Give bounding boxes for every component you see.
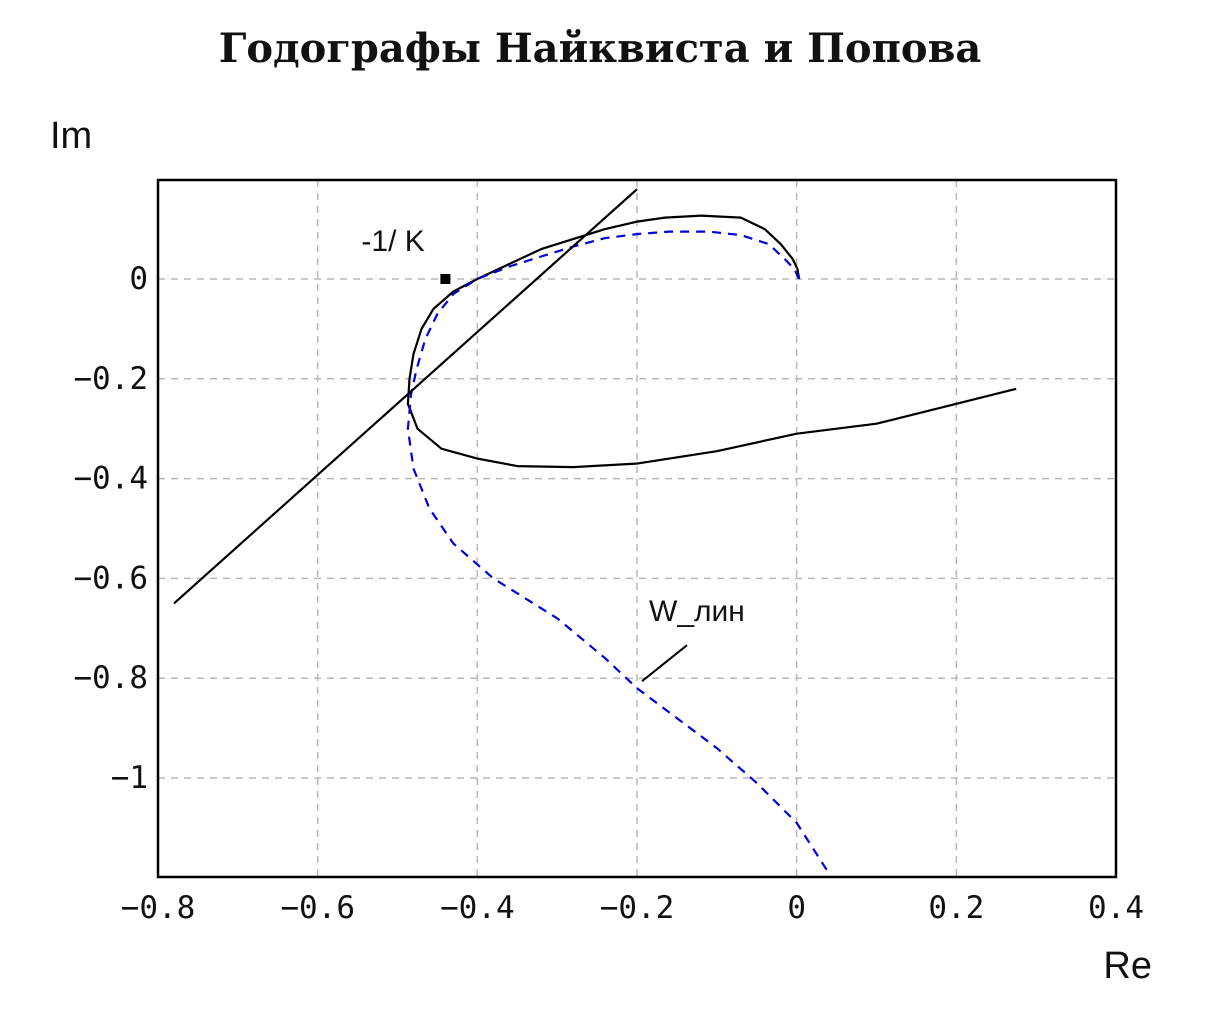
x-tick-label: 0.4 [1088, 890, 1144, 926]
x-tick-label: −0.8 [121, 890, 196, 926]
annotations: -1/ K W_лин [361, 225, 745, 682]
y-tick-label: −0.6 [73, 560, 148, 596]
series-line-0 [406, 214, 1017, 469]
plot-frame [156, 178, 1118, 879]
minus-one-over-k-label: -1/ K [361, 225, 424, 258]
x-axis-label: Re [1103, 945, 1152, 987]
series [173, 188, 1017, 874]
y-tick-label: 0 [129, 261, 148, 297]
y-tick-label: −0.2 [73, 361, 148, 397]
x-tick-label: 0.2 [928, 890, 984, 926]
series-line-2 [173, 188, 638, 605]
y-tick-label: −0.8 [73, 660, 148, 696]
chart-title: Годографы Найквиста и Попова [219, 25, 982, 72]
x-tick-label: −0.6 [280, 890, 355, 926]
tick-labels: −0.8 −0.6 −0.4 −0.2 0 0.2 0.4 0 −0.2 −0.4 −0.6 −0.8… [73, 261, 1144, 926]
x-tick-label: −0.4 [440, 890, 515, 926]
y-tick-label: −0.4 [73, 461, 148, 497]
series-line-1 [406, 230, 830, 874]
y-tick-label: −1 [111, 760, 148, 796]
minus-one-over-k-marker [440, 274, 451, 284]
w-lin-label: W_лин [649, 595, 745, 628]
w-lin-leader-line [641, 644, 688, 682]
y-axis-label: Im [50, 115, 92, 157]
x-tick-label: 0 [787, 890, 806, 926]
grid [158, 180, 1116, 877]
x-tick-label: −0.2 [600, 890, 675, 926]
